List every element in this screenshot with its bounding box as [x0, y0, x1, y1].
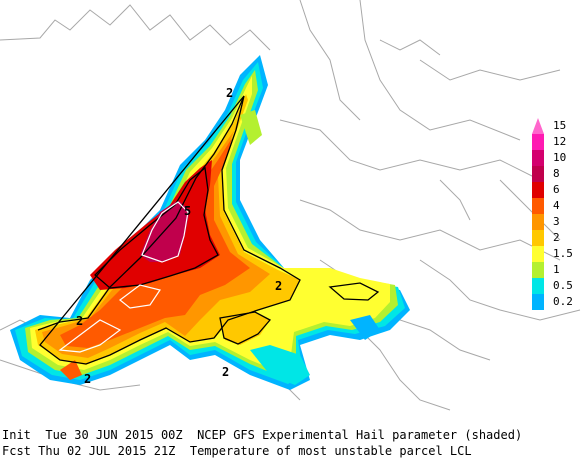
legend-label: 4	[553, 199, 560, 212]
legend-item: 3	[532, 214, 582, 230]
legend-item: 15	[532, 118, 582, 134]
init-caption: Init Tue 30 JUN 2015 00Z NCEP GFS Experi…	[2, 428, 523, 442]
legend-label: 15	[553, 119, 567, 132]
legend-label: 0.5	[553, 279, 573, 292]
legend-item: 0.2	[532, 294, 582, 310]
legend-swatch	[532, 166, 544, 182]
legend-label: 3	[553, 215, 560, 228]
legend-swatch	[532, 198, 544, 214]
legend-label: 2	[553, 231, 560, 244]
color-legend: 15 12 10 8 6 4 3 2 1.5 1 0.5 0.2	[532, 118, 582, 310]
legend-swatch	[532, 294, 544, 310]
legend-item: 8	[532, 166, 582, 182]
contour-label: 2	[84, 372, 91, 386]
legend-item: 2	[532, 230, 582, 246]
legend-label: 6	[553, 183, 560, 196]
legend-item: 1.5	[532, 246, 582, 262]
legend-triangle	[532, 118, 544, 134]
legend-swatch	[532, 214, 544, 230]
hail-region-south-italy	[250, 345, 310, 385]
legend-swatch	[532, 230, 544, 246]
legend-swatch	[532, 182, 544, 198]
legend-item: 12	[532, 134, 582, 150]
contour-label: 2	[76, 314, 83, 328]
legend-label: 1	[553, 263, 560, 276]
legend-swatch	[532, 134, 544, 150]
contour-label: 2	[222, 365, 229, 379]
hail-field	[10, 55, 410, 390]
legend-swatch	[532, 278, 544, 294]
legend-swatch	[532, 262, 544, 278]
lcl-white-contours	[58, 201, 189, 353]
hail-region-4-south	[60, 360, 82, 380]
legend-item: 10	[532, 150, 582, 166]
contour-labels: 2 5 2 2 2 2	[76, 86, 282, 386]
contour-label: 5	[184, 204, 191, 218]
hail-region-north-sea	[240, 110, 262, 145]
contour-label: 2	[226, 86, 233, 100]
legend-label: 1.5	[553, 247, 573, 260]
legend-label: 0.2	[553, 295, 573, 308]
legend-item: 6	[532, 182, 582, 198]
hail-region-greece	[350, 315, 380, 340]
legend-swatch	[532, 246, 544, 262]
legend-swatch	[532, 150, 544, 166]
forecast-caption: Fcst Thu 02 JUL 2015 21Z Temperature of …	[2, 444, 472, 458]
legend-label: 10	[553, 151, 567, 164]
lcl-temperature-contours	[37, 95, 380, 365]
legend-label: 8	[553, 167, 560, 180]
legend-item: 1	[532, 262, 582, 278]
contour-label: 2	[275, 279, 282, 293]
legend-item: 4	[532, 198, 582, 214]
legend-label: 12	[553, 135, 567, 148]
hail-region-italy	[220, 312, 270, 345]
legend-item: 0.5	[532, 278, 582, 294]
